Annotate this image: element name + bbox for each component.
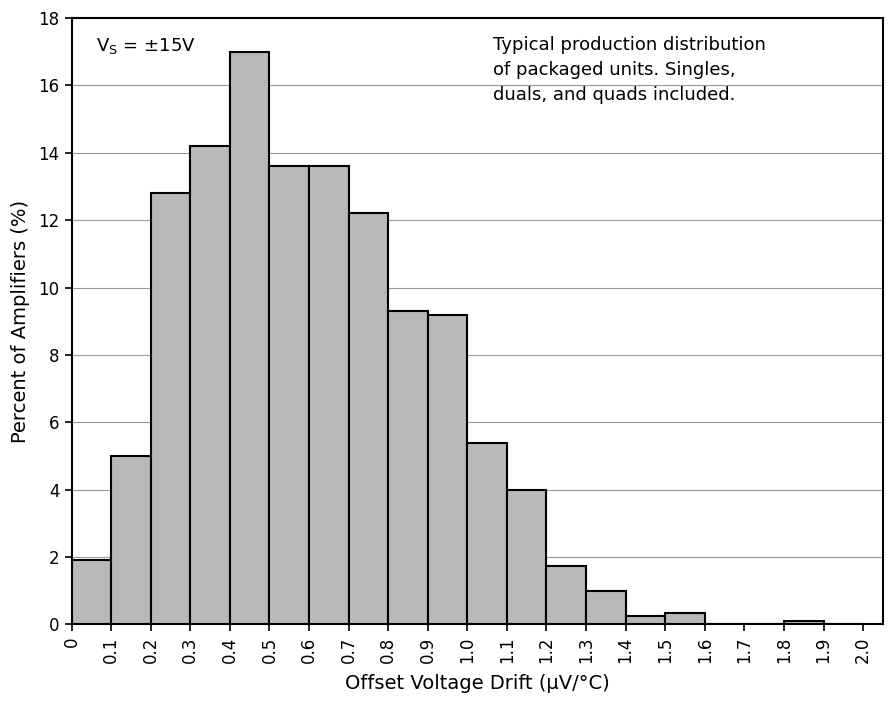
Y-axis label: Percent of Amplifiers (%): Percent of Amplifiers (%) [11,200,30,443]
Bar [586,591,626,624]
Bar [626,616,665,624]
Bar [72,560,111,624]
Bar [427,315,468,624]
Bar [269,166,309,624]
Bar [665,612,704,624]
X-axis label: Offset Voltage Drift (μV/°C): Offset Voltage Drift (μV/°C) [345,674,610,693]
Bar [546,565,586,624]
Bar [507,490,546,624]
Bar [230,52,269,624]
Bar [784,621,823,624]
Bar [309,166,349,624]
Bar [190,146,230,624]
Bar [111,456,151,624]
Bar [388,311,427,624]
Bar [468,443,507,624]
Text: V$_\mathrm{S}$ = ±15V: V$_\mathrm{S}$ = ±15V [96,37,196,56]
Bar [151,194,190,624]
Text: Typical production distribution
of packaged units. Singles,
duals, and quads inc: Typical production distribution of packa… [493,37,766,104]
Bar [349,213,388,624]
